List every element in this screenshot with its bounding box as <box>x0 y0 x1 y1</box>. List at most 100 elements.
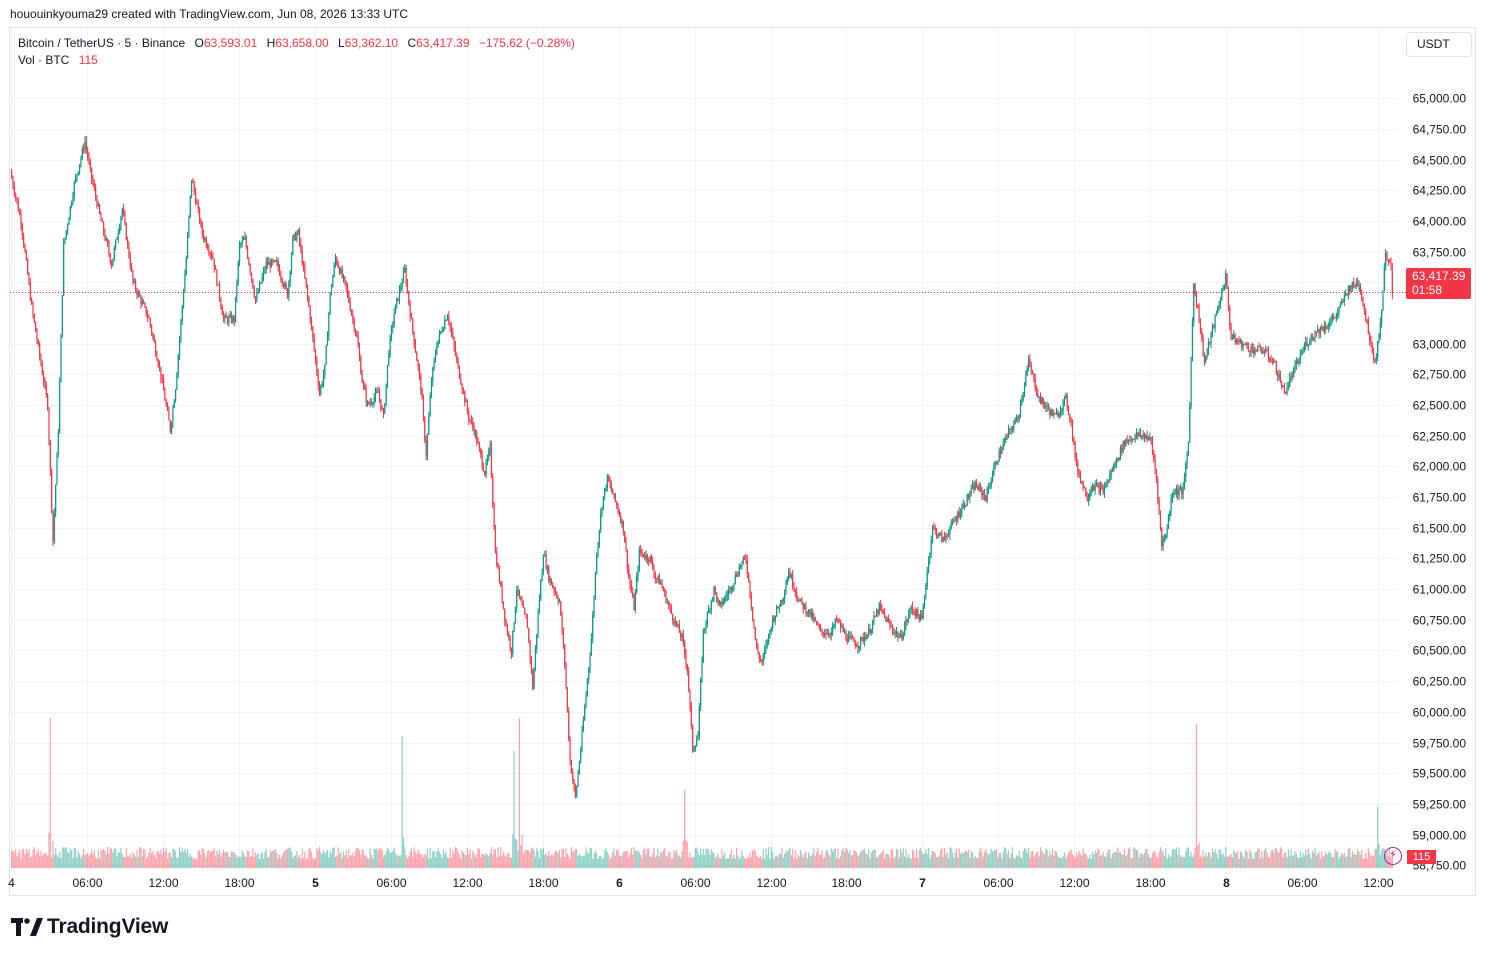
candle-body <box>750 596 752 608</box>
candle-body <box>56 453 58 486</box>
volume-bar <box>105 854 107 868</box>
candle-body <box>1182 487 1184 494</box>
candle-body <box>1089 493 1091 499</box>
volume-bar <box>402 837 405 868</box>
candle-body <box>384 404 386 414</box>
volume-bar <box>541 849 543 868</box>
volume-bar <box>496 857 498 868</box>
volume-bar <box>1147 854 1150 868</box>
candle-body <box>732 586 734 591</box>
volume-bar <box>953 857 955 868</box>
candle-body <box>1150 437 1152 441</box>
volume-bar <box>116 856 118 868</box>
volume-bar <box>1241 852 1243 868</box>
volume-bar <box>816 851 818 868</box>
candle-body <box>236 283 238 297</box>
volume-bar <box>752 850 754 868</box>
candle-body <box>1055 412 1058 415</box>
volume-bar <box>947 858 950 868</box>
candle-body <box>340 269 342 274</box>
candle-body <box>490 444 493 477</box>
volume-bar <box>608 854 610 868</box>
volume-bar <box>1373 855 1375 868</box>
volume-bar <box>328 857 330 868</box>
candle-body <box>1186 453 1188 465</box>
candle-body <box>348 293 350 303</box>
candle-body <box>393 313 395 325</box>
volume-bar <box>658 856 660 868</box>
time-tick-label: 12:00 <box>756 876 786 890</box>
volume-bar <box>189 853 191 868</box>
volume-bar <box>478 848 481 868</box>
volume-bar <box>861 850 863 868</box>
candle-body <box>522 605 525 609</box>
candle-body <box>177 355 179 374</box>
candle-body <box>498 568 501 583</box>
volume-bar <box>564 856 566 868</box>
candle-body <box>761 659 763 663</box>
volume-bar <box>1163 856 1166 868</box>
volume-bar <box>310 852 313 868</box>
volume-bar <box>476 853 478 868</box>
volume-bar <box>348 849 350 868</box>
volume-bar <box>804 853 806 868</box>
tradingview-logo[interactable]: TradingView <box>11 915 168 939</box>
volume-bar <box>87 853 89 868</box>
volume-bar <box>1119 852 1122 868</box>
candle-body <box>468 411 470 421</box>
price-tick-label: 62,750.00 <box>1413 368 1467 382</box>
candle-body <box>990 480 992 487</box>
volume-bar <box>534 856 537 868</box>
volume-bar <box>769 858 771 868</box>
volume-bar <box>1070 849 1072 868</box>
volume-bar <box>277 858 279 868</box>
time-tick-label: 06:00 <box>72 876 102 890</box>
volume-bar <box>938 855 940 868</box>
candle-body <box>706 613 708 624</box>
volume-bar <box>152 850 154 868</box>
volume-bar <box>1078 851 1080 868</box>
volume-bar <box>1343 852 1345 868</box>
candle-body <box>273 260 275 262</box>
candle-body <box>302 264 305 267</box>
candle-body <box>1355 282 1357 287</box>
volume-bar <box>380 848 382 868</box>
candle-body <box>1074 442 1076 458</box>
price-axis: 65,000.0064,750.0064,500.0064,250.0064,0… <box>1413 92 1467 873</box>
candle-body <box>1165 535 1167 539</box>
candle-body <box>809 609 811 616</box>
candle-body <box>1018 414 1020 420</box>
volume-bar <box>552 855 554 868</box>
candle-body <box>826 633 828 635</box>
candle-body <box>1203 354 1206 362</box>
candle-body <box>436 346 438 355</box>
volume-bar <box>604 849 606 868</box>
candle-body <box>710 600 712 610</box>
volume-bar <box>526 849 529 868</box>
volume-bar <box>785 850 787 868</box>
volume-bar <box>1338 858 1340 868</box>
volume-bar <box>789 847 791 868</box>
currency-button[interactable]: USDT <box>1406 32 1472 57</box>
volume-bar <box>890 849 892 868</box>
candle-body <box>705 623 707 629</box>
volume-bar <box>193 858 195 868</box>
volume-bar <box>979 847 982 868</box>
candle-body <box>388 353 390 366</box>
volume-bar <box>838 858 840 868</box>
volume-bar <box>261 852 263 868</box>
flash-icon[interactable]: ⚡ <box>1384 847 1402 865</box>
volume-bar <box>338 853 341 868</box>
volume-bar <box>294 855 297 868</box>
volume-bar <box>786 851 788 868</box>
volume-bar <box>929 858 931 868</box>
volume-bar <box>1349 847 1351 868</box>
candle-body <box>865 637 867 640</box>
volume-bar <box>25 848 27 868</box>
volume-bar <box>113 848 115 868</box>
candle-body <box>1166 527 1168 536</box>
candle-body <box>641 552 643 554</box>
volume-bar <box>810 855 812 868</box>
candle-body <box>709 609 711 611</box>
